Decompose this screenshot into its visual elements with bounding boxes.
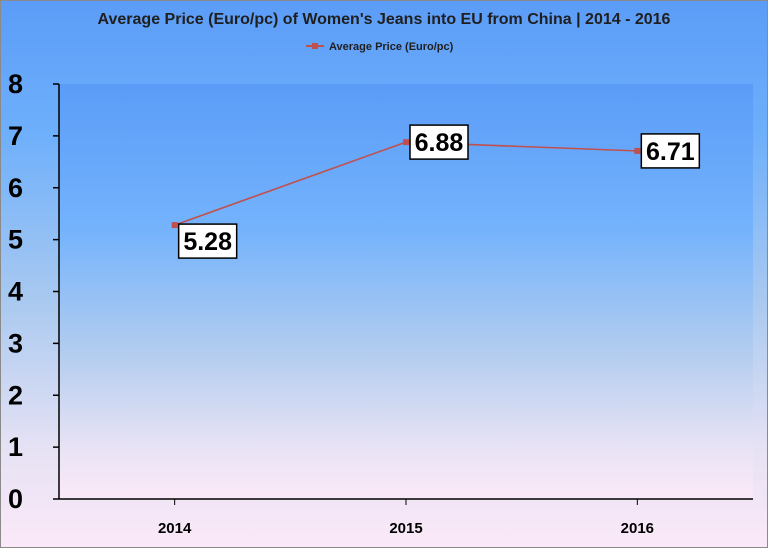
- x-tick-label: 2016: [621, 520, 654, 537]
- y-tick-label: 7: [8, 121, 23, 151]
- y-tick-label: 0: [8, 484, 23, 514]
- data-label: 6.88: [415, 129, 464, 157]
- chart-title: Average Price (Euro/pc) of Women's Jeans…: [98, 11, 671, 28]
- legend: Average Price (Euro/pc): [306, 41, 454, 53]
- y-tick-label: 5: [8, 225, 23, 255]
- data-labels: 5.28 6.88 6.71: [177, 124, 701, 259]
- x-tick-label: 2014: [158, 520, 192, 537]
- data-label: 5.28: [183, 228, 232, 256]
- data-point: [403, 139, 409, 146]
- data-point: [171, 222, 178, 229]
- data-point: [634, 147, 641, 154]
- y-axis-ticks: 0 1 2 3 4 5 6 7 8: [8, 69, 59, 514]
- y-tick-label: 8: [8, 69, 23, 99]
- y-tick-label: 3: [8, 328, 23, 358]
- y-tick-label: 4: [8, 277, 23, 307]
- legend-label: Average Price (Euro/pc): [329, 41, 454, 53]
- series: [171, 139, 641, 229]
- data-label-box: [640, 133, 701, 169]
- data-label-box: [409, 124, 469, 160]
- data-label-box: [177, 223, 238, 259]
- y-tick-label: 6: [8, 173, 23, 203]
- data-label: 6.71: [646, 138, 695, 166]
- legend-point-marker: [312, 43, 318, 49]
- y-tick-label: 2: [8, 380, 23, 410]
- x-tick-label: 2015: [389, 520, 422, 537]
- y-tick-label: 1: [8, 432, 23, 462]
- x-axis-ticks: 2014 2015 2016: [158, 499, 654, 537]
